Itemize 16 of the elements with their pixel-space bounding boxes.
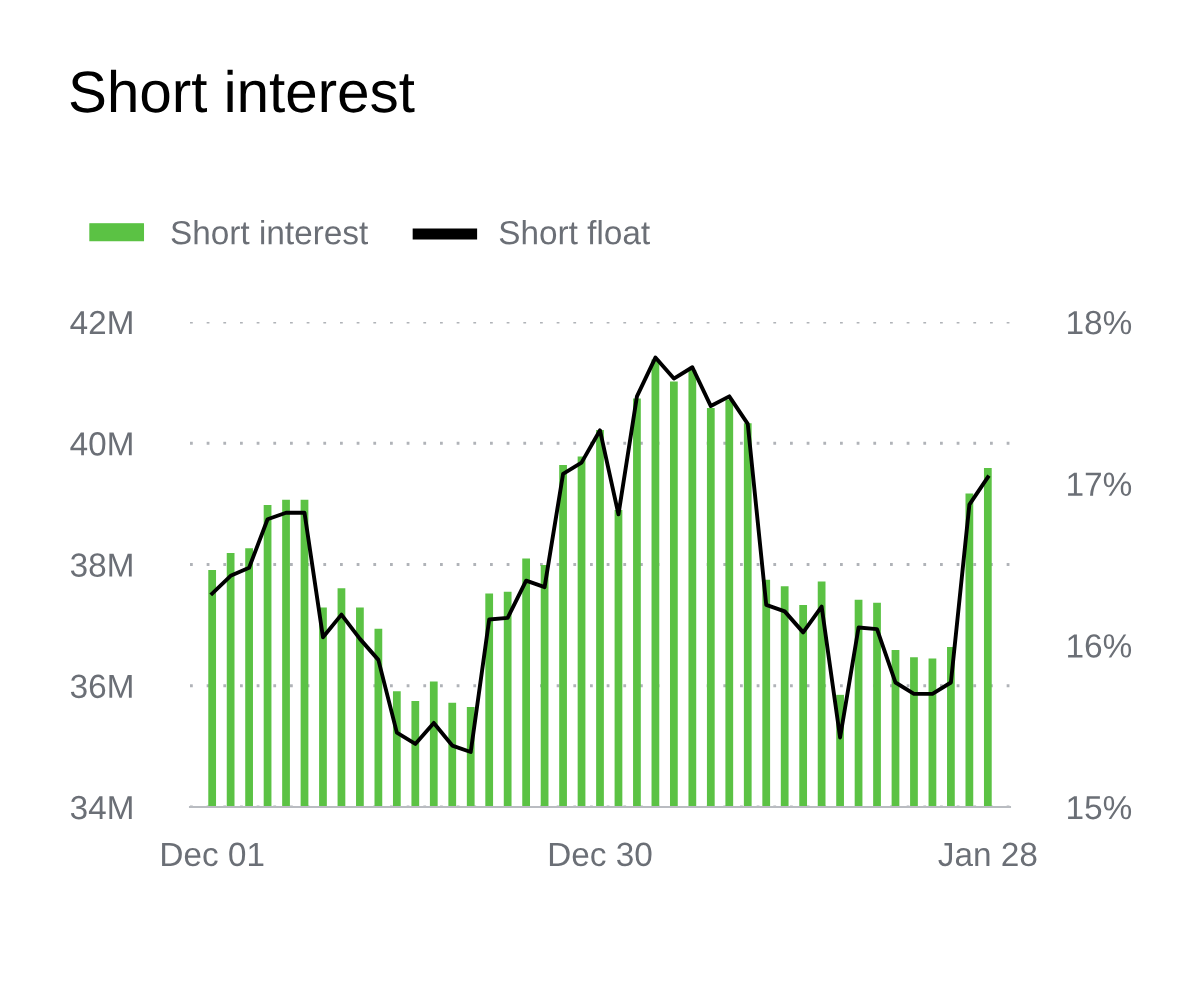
x-tick-label: Dec 30 (549, 842, 652, 867)
y-tick-label: 38M (70, 553, 132, 577)
y-tick-label: 34M (70, 795, 132, 820)
chart-title: Short interest (70, 69, 415, 113)
x-tick-label: Jan 28 (938, 842, 1037, 867)
y-tick-label: 42M (70, 310, 132, 335)
y2-tick-label: 15% (1068, 795, 1132, 820)
y2-tick-label: 16% (1068, 634, 1132, 658)
x-tick-label: Dec 01 (162, 842, 264, 867)
y2-tick-label: 17% (1068, 472, 1132, 496)
y-tick-label: 40M (70, 432, 132, 456)
y2-tick-label: 18% (1068, 310, 1132, 335)
y-tick-label: 36M (70, 674, 132, 699)
legend-label: Short interest (171, 220, 368, 245)
legend-label: Short float (499, 220, 650, 245)
line-series (210, 355, 990, 754)
